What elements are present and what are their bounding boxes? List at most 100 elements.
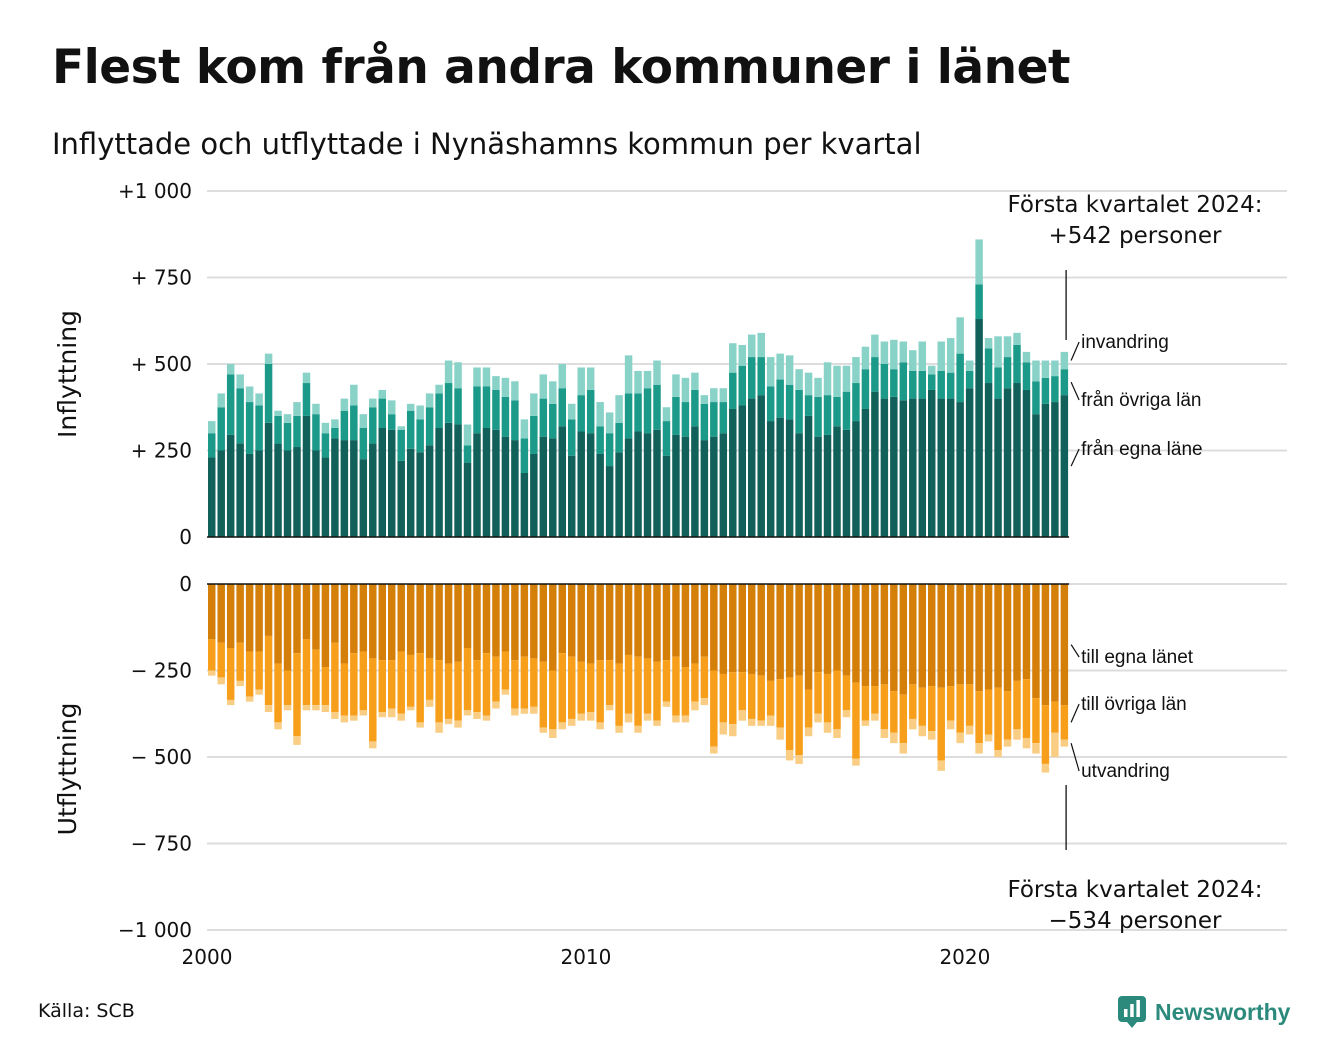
inflow-bar-segment <box>406 448 415 537</box>
outflow-bar-segment <box>568 584 576 657</box>
inflow-legend-label: från övriga län <box>1081 390 1201 411</box>
inflow-bar-segment <box>492 376 500 390</box>
inflow-bar-segment <box>700 395 709 404</box>
outflow-bar-segment <box>624 584 633 655</box>
inflow-bar-segment <box>1032 360 1040 382</box>
outflow-bar-segment <box>785 750 794 761</box>
inflow-bar-segment <box>757 357 765 396</box>
inflow-bar-segment <box>823 434 832 537</box>
inflow-bar-segment <box>236 388 244 444</box>
outflow-bar-segment <box>1032 698 1040 744</box>
inflow-bar-segment <box>653 429 661 537</box>
outflow-bar-segment <box>691 584 699 664</box>
outflow-bar-segment <box>700 584 709 657</box>
inflow-bar-segment <box>236 374 244 389</box>
outflow-bar-segment <box>1022 679 1031 738</box>
inflow-bar-segment <box>880 341 889 364</box>
inflow-bar-segment <box>577 431 585 537</box>
outflow-bar-segment <box>226 584 235 649</box>
inflow-bar-segment <box>388 414 396 430</box>
inflow-bar-segment <box>795 389 803 434</box>
inflow-bar-segment <box>757 332 765 358</box>
outflow-bar-segment <box>729 724 737 737</box>
outflow-bar-segment <box>994 584 1002 688</box>
outflow-bar-segment <box>994 750 1002 757</box>
outflow-bar-segment <box>369 741 377 749</box>
inflow-bar-segment <box>274 415 282 444</box>
inflow-bar-segment <box>918 341 926 371</box>
inflow-bar-segment <box>994 336 1002 368</box>
outflow-bar-segment <box>975 743 983 754</box>
outflow-bar-segment <box>444 584 453 664</box>
outflow-bar-segment <box>558 653 566 723</box>
outflow-bar-segment <box>255 689 263 695</box>
newsworthy-logo: Newsworthy <box>1117 995 1290 1029</box>
outflow-bar-segment <box>463 648 472 711</box>
outflow-bar-segment <box>776 679 784 728</box>
inflow-bar-segment <box>568 403 576 420</box>
inflow-bar-segment <box>482 386 491 429</box>
outflow-y-tick-label: − 500 <box>131 745 192 769</box>
outflow-bar-segment <box>340 663 349 716</box>
inflow-bar-segment <box>1060 395 1069 537</box>
inflow-bar-segment <box>425 445 434 537</box>
inflow-bar-segment <box>776 353 784 380</box>
inflow-bar-segment <box>672 434 680 537</box>
inflow-bar-segment <box>406 403 415 411</box>
outflow-bar-segment <box>359 584 368 652</box>
outflow-bar-segment <box>1013 729 1021 740</box>
outflow-bar-segment <box>738 672 746 711</box>
outflow-bar-segment <box>1003 739 1012 747</box>
outflow-bar-segment <box>880 584 889 685</box>
inflow-bar-segment <box>956 353 964 403</box>
inflow-bar-segment <box>880 398 889 537</box>
outflow-bar-segment <box>1022 584 1031 680</box>
inflow-bar-segment <box>482 367 491 387</box>
outflow-bar-segment <box>520 656 529 709</box>
inflow-bar-segment <box>729 343 737 373</box>
outflow-bar-segment <box>549 670 557 730</box>
outflow-legend-leader <box>1070 703 1080 723</box>
outflow-bar-segment <box>662 660 671 702</box>
outflow-bar-segment <box>814 713 822 723</box>
inflow-bar-segment <box>302 372 311 384</box>
newsworthy-logo-icon <box>1118 996 1146 1028</box>
inflow-bar-segment <box>444 360 453 384</box>
inflow-bar-segment <box>397 429 405 461</box>
inflow-bar-segment <box>463 424 472 446</box>
inflow-bar-segment <box>1051 402 1059 537</box>
outflow-bar-segment <box>890 732 898 744</box>
outflow-bar-segment <box>890 584 898 692</box>
outflow-y-tick-label: 0 <box>179 572 192 596</box>
outflow-bar-segment <box>558 722 566 730</box>
outflow-bar-segment <box>634 656 642 726</box>
inflow-bar-segment <box>946 372 955 399</box>
inflow-bar-segment <box>946 338 955 373</box>
inflow-bar-segment <box>804 395 813 416</box>
inflow-bar-segment <box>406 410 415 449</box>
outflow-bar-segment <box>577 584 585 662</box>
inflow-bar-segment <box>1003 357 1012 389</box>
inflow-bar-segment <box>321 422 330 434</box>
inflow-bar-segment <box>719 433 728 537</box>
inflow-bar-segment <box>624 355 633 394</box>
outflow-bar-segment <box>984 584 993 690</box>
inflow-bar-segment <box>397 426 405 430</box>
inflow-legend-leader <box>1070 341 1080 361</box>
outflow-bar-segment <box>264 635 273 706</box>
inflow-bar-segment <box>274 410 282 416</box>
outflow-bar-segment <box>776 584 784 680</box>
outflow-bar-segment <box>388 660 396 709</box>
inflow-bar-segment <box>1032 381 1040 415</box>
outflow-bar-segment <box>842 584 851 676</box>
outflow-legend-leader <box>1070 742 1080 772</box>
outflow-bar-segment <box>766 715 775 726</box>
inflow-bar-segment <box>321 433 330 458</box>
outflow-bar-segment <box>928 686 936 732</box>
outflow-bar-segment <box>312 705 320 711</box>
outflow-bar-segment <box>956 684 964 733</box>
outflow-bar-segment <box>539 584 548 662</box>
outflow-bar-segment <box>274 584 282 664</box>
inflow-bar-segment <box>984 348 993 384</box>
inflow-bar-segment <box>302 383 311 416</box>
